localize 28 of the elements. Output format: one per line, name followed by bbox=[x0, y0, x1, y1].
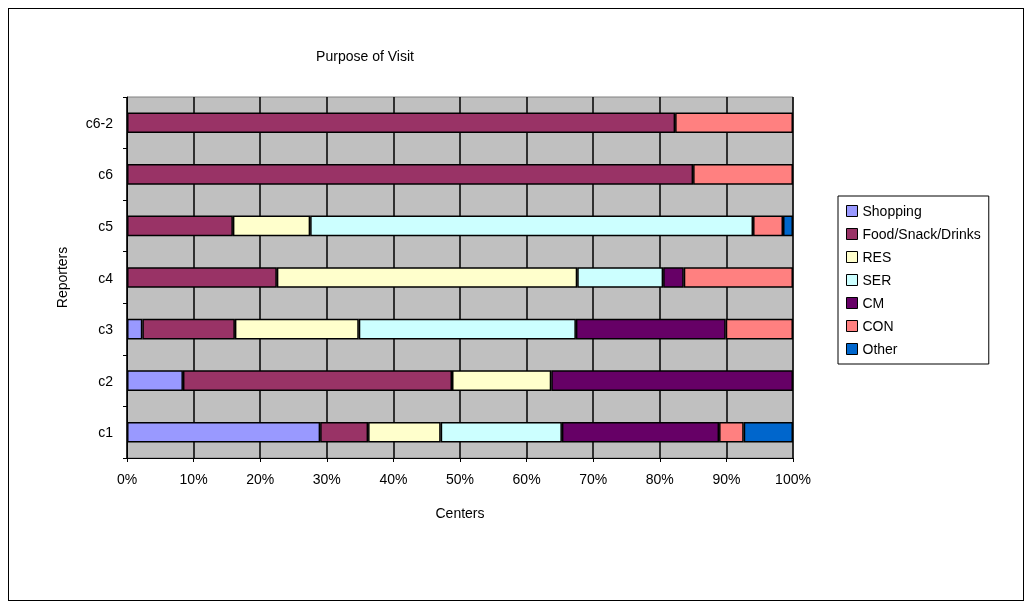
legend-label: SER bbox=[862, 272, 892, 288]
y-tick-label: c5 bbox=[98, 217, 114, 234]
y-tick-label: c1 bbox=[98, 424, 114, 441]
x-tick-label: 70% bbox=[579, 471, 608, 487]
y-tick-label: c2 bbox=[98, 372, 114, 389]
x-tick-label: 0% bbox=[116, 471, 138, 487]
legend-label: Food/Snack/Drinks bbox=[862, 226, 981, 242]
x-tick-label: 30% bbox=[312, 471, 341, 487]
y-tick-label: c3 bbox=[98, 321, 114, 338]
x-tick-label: 10% bbox=[179, 471, 208, 487]
legend-label: CM bbox=[862, 295, 885, 311]
x-axis-title: Centers bbox=[435, 505, 485, 521]
x-tick-label: 40% bbox=[379, 471, 408, 487]
x-tick-label: 90% bbox=[712, 471, 741, 487]
legend-label: RES bbox=[862, 249, 892, 265]
x-tick-label: 100% bbox=[775, 471, 811, 487]
y-tick-label: c6-2 bbox=[85, 114, 114, 131]
y-axis-title: Reporters bbox=[54, 246, 70, 309]
legend-label: CON bbox=[862, 318, 894, 334]
chart-title: Purpose of Visit bbox=[316, 48, 415, 64]
x-tick-label: 20% bbox=[246, 471, 275, 487]
legend-label: Other bbox=[862, 341, 898, 357]
y-tick-label: c6 bbox=[98, 166, 114, 183]
legend-label: Shopping bbox=[862, 203, 922, 219]
x-tick-label: 80% bbox=[645, 471, 674, 487]
y-tick-label: c4 bbox=[98, 269, 114, 286]
x-tick-label: 50% bbox=[445, 471, 475, 487]
x-tick-label: 60% bbox=[512, 471, 541, 487]
